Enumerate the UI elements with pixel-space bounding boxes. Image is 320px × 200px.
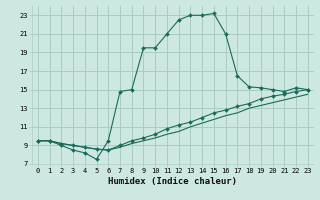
X-axis label: Humidex (Indice chaleur): Humidex (Indice chaleur): [108, 177, 237, 186]
